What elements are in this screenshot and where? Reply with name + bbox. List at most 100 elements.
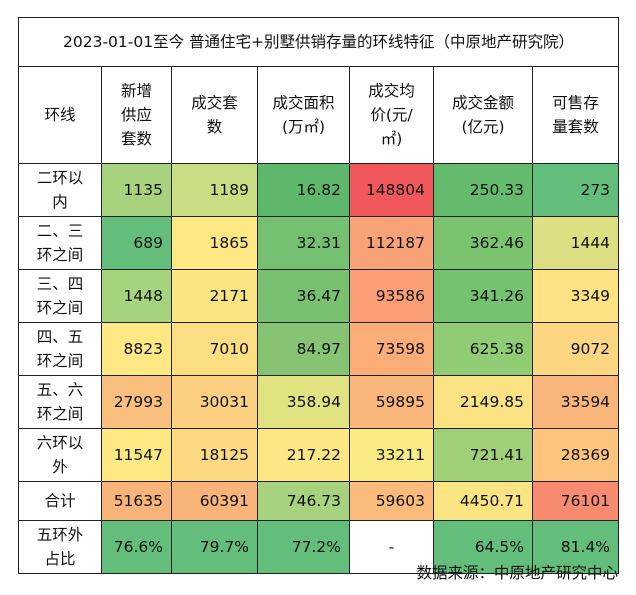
table-cell: 77.2% [257,520,350,574]
table-cell: 30031 [171,375,258,429]
table-cell: 217.22 [257,428,350,482]
table-cell: 59603 [349,481,434,521]
total-row: 合计 51635 60391 746.73 59603 4450.71 76101 [18,481,620,521]
table-cell: 81.4% [531,520,620,574]
text-line: 环线 [44,106,76,124]
table-cell: 18125 [171,428,258,482]
table-cell: 64.5% [433,520,533,574]
table-cell: 3349 [531,269,620,323]
text-line: 三、四 [36,275,84,293]
table-cell: 59895 [349,375,434,429]
text-line: ㎡) [380,130,403,148]
table-cell: 16.82 [257,163,350,217]
table-cell: 1448 [101,269,172,323]
text-line: 内 [52,193,68,211]
text-line: 成交套 [191,94,238,112]
table-cell: - [349,520,434,574]
row-label: 合计 [18,481,102,521]
table-cell: 73598 [349,322,434,376]
table-cell: 93586 [349,269,434,323]
table-cell: 1135 [101,163,172,217]
table-cell: 1444 [531,216,620,270]
text-line: 二、三 [36,222,84,240]
table-cell: 76.6% [101,520,172,574]
source-note: 数据来源：中原地产研究中心 [416,564,618,582]
text-line: 五、六 [36,381,84,399]
row-label: 四、五 环之间 [18,322,102,376]
column-header: 成交均价(元/ ㎡) [349,66,434,164]
table-row: 二、三 环之间 689 1865 32.31 112187 362.46 1444 [18,216,620,270]
text-line: 成交金额 [451,94,514,112]
table-cell: 9072 [531,322,620,376]
header-row: 环线 新增 供应 套数 成交套数成交面积 (万㎡) 成交均 价(元/㎡) 成交金额 (亿元) 可售存… [18,66,620,164]
share-row: 五环外 占比 76.6% 79.7% 77.2% -64.5% 81.4% [18,520,620,574]
table-cell: 33594 [531,375,620,429]
table-cell: 76101 [531,481,620,521]
table-row: 三、四 环之间 1448 2171 36.47 93586 341.26 3349 [18,269,620,323]
row-label: 三、四 环之间 [18,269,102,323]
table-cell: 1189 [171,163,258,217]
table-row: 四、五 环之间 8823 7010 84.97 73598 625.38 9072 [18,322,620,376]
row-label: 五环外 占比 [18,520,102,574]
row-label: 二环以内 [18,163,102,217]
data-table: 2023-01-01至今 普通住宅+别墅供销存量的环线特征（中原地产研究院） 环… [17,17,620,574]
text-line: 价(元/ [370,106,413,124]
text-line: 可售存 [552,94,599,112]
text-line: (亿元) [461,118,505,136]
table-cell: 28369 [531,428,620,482]
table-cell: 721.41 [433,428,533,482]
table-cell: 250.33 [433,163,533,217]
table-cell: 33211 [349,428,434,482]
table-cell: 148804 [349,163,434,217]
row-label: 二、三 环之间 [18,216,102,270]
table-cell: 4450.71 [433,481,533,521]
column-header: 成交套数 [171,66,258,164]
table-cell: 112187 [349,216,434,270]
table-cell: 273 [531,163,620,217]
table-cell: 8823 [101,322,172,376]
text-line: 占比 [44,550,76,568]
table-cell: 689 [101,216,172,270]
text-line: 量套数 [552,118,599,136]
text-line: 成交面积 [272,94,335,112]
text-line: 四、五 [36,328,84,346]
row-label: 五、六 环之间 [18,375,102,429]
table-row: 二环以内 1135 1189 16.82 148804 250.33 273 [18,163,620,217]
text-line: 供应 [120,106,152,124]
table-cell: 2149.85 [433,375,533,429]
text-line: 新增 [120,82,152,100]
table-cell: 51635 [101,481,172,521]
table-cell: 362.46 [433,216,533,270]
text-line: 环之间 [36,352,84,370]
table-cell: 625.38 [433,322,533,376]
table-title: 2023-01-01至今 普通住宅+别墅供销存量的环线特征（中原地产研究院） [17,17,620,67]
table-cell: 358.94 [257,375,350,429]
row-label: 六环以外 [18,428,102,482]
text-line: (万㎡) [281,118,326,136]
text-line: 五环外 [36,526,84,544]
column-header: 成交面积 (万㎡) [257,66,350,164]
table-cell: 79.7% [171,520,258,574]
text-line: 套数 [120,130,152,148]
table-row: 五、六 环之间 27993 30031 358.94 59895 2149.85 33594 [18,375,620,429]
table-cell: 36.47 [257,269,350,323]
column-header: 环线 [18,66,102,164]
table-cell: 27993 [101,375,172,429]
text-line: 外 [52,458,68,476]
table-row: 六环以外 11547 18125 217.22 33211 721.41 28369 [18,428,620,482]
text-line: 六环以 [36,434,84,452]
table-cell: 1865 [171,216,258,270]
table-cell: 60391 [171,481,258,521]
text-line: 成交均 [368,82,415,100]
text-line: 环之间 [36,405,84,423]
table-cell: 7010 [171,322,258,376]
table-cell: 11547 [101,428,172,482]
column-header: 可售存 量套数 [531,66,620,164]
table-cell: 341.26 [433,269,533,323]
column-header: 新增 供应 套数 [101,66,172,164]
text-line: 二环以 [36,169,84,187]
text-line: 环之间 [36,246,84,264]
table-cell: 2171 [171,269,258,323]
text-line: 合计 [44,492,76,510]
table-cell: 84.97 [257,322,350,376]
